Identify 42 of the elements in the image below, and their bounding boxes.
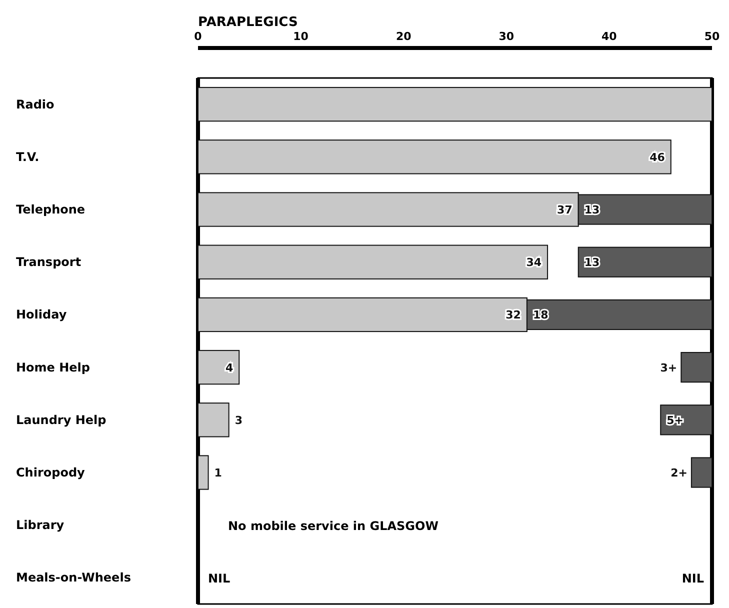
data-label: 18 bbox=[532, 308, 548, 322]
y-tick-label: Home Help bbox=[16, 360, 90, 374]
annotation: NIL bbox=[208, 572, 231, 586]
data-label: 34 bbox=[526, 256, 542, 270]
y-tick-label: Telephone bbox=[16, 202, 86, 216]
data-label: 32 bbox=[506, 308, 521, 322]
y-tick-label: Holiday bbox=[16, 308, 67, 322]
y-tick-label: Library bbox=[16, 518, 64, 532]
bar bbox=[198, 140, 672, 174]
y-tick-label: Laundry Help bbox=[16, 412, 107, 427]
y-tick-label: Chiropody bbox=[16, 466, 86, 480]
data-label: 5+ bbox=[666, 414, 684, 427]
bar bbox=[578, 246, 712, 278]
x-tick-label: 50 bbox=[704, 30, 720, 43]
bar bbox=[198, 402, 230, 438]
x-tick-label: 10 bbox=[293, 30, 309, 43]
data-label: 3 bbox=[234, 414, 242, 427]
y-tick-label: T.V. bbox=[16, 150, 40, 164]
data-label: 37 bbox=[557, 204, 572, 216]
data-label: 3+ bbox=[660, 361, 678, 374]
annotation: NIL bbox=[682, 572, 704, 586]
y-tick-label: Radio bbox=[16, 97, 54, 112]
data-label: 2+ bbox=[670, 466, 688, 480]
data-label: 4 bbox=[225, 361, 234, 374]
x-tick-label: 40 bbox=[602, 30, 618, 43]
x-tick-label: 20 bbox=[396, 30, 412, 43]
bar bbox=[198, 86, 712, 122]
y-tick-label: Meals-on-Wheels bbox=[16, 570, 131, 585]
bar bbox=[690, 457, 712, 488]
data-label: 13 bbox=[584, 256, 600, 270]
bar bbox=[198, 455, 209, 490]
x-tick-label: 30 bbox=[498, 30, 514, 43]
data-label: 13 bbox=[584, 204, 600, 216]
data-label: 46 bbox=[650, 150, 666, 164]
bar bbox=[198, 244, 548, 280]
bar bbox=[198, 350, 240, 385]
annotation: No mobile service in GLASGOW bbox=[228, 519, 438, 534]
x-tick-label: 0 bbox=[194, 30, 202, 43]
data-label: 1 bbox=[214, 466, 222, 480]
y-tick-label: Transport bbox=[16, 255, 82, 270]
x-axis-title: PARAPLEGICS bbox=[198, 15, 298, 30]
bar bbox=[680, 352, 712, 383]
